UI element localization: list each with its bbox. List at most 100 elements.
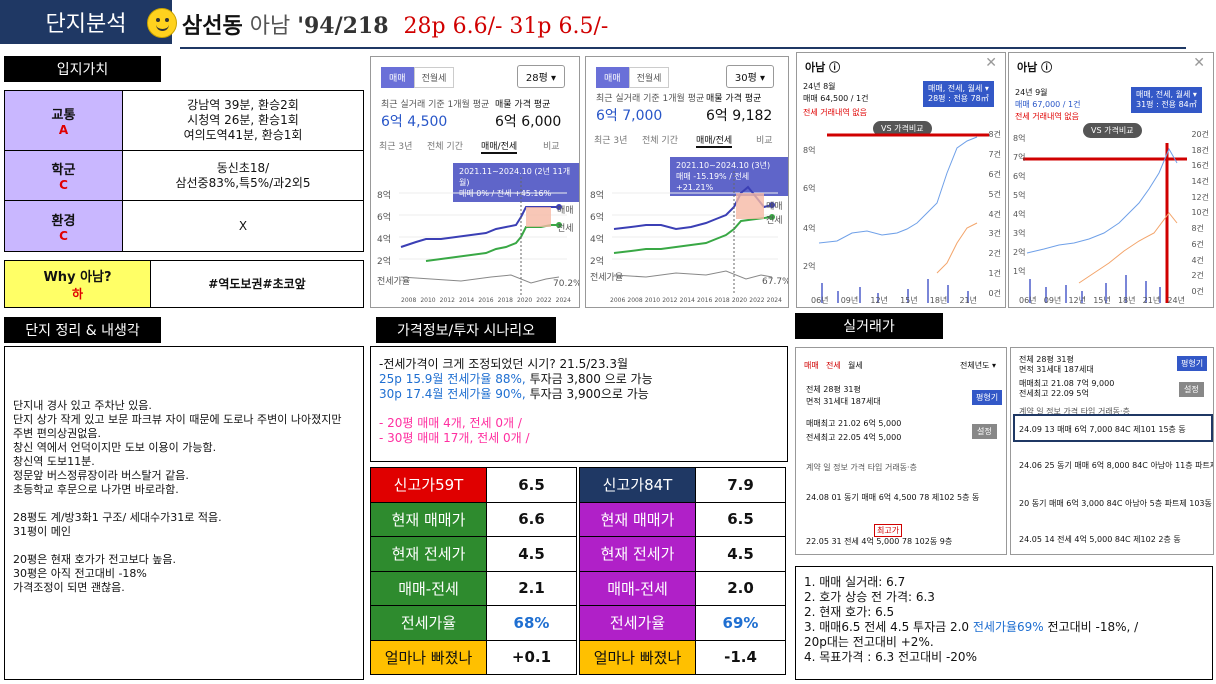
location-label: 교통 A	[5, 91, 123, 150]
sub-tab[interactable]: 비교	[543, 142, 560, 152]
price-table-59: 신고가59T 6.5 현재 매매가 6.6 현재 전세가 4.5 매매-전세 2.1 전세가율 6…	[370, 467, 577, 675]
area-row: 면적 31세대 187세대	[806, 397, 881, 406]
price-left: 6억 7,000	[596, 108, 663, 124]
y-label: 8억	[803, 146, 816, 155]
area-select[interactable]: 28평 ▾	[516, 65, 565, 88]
deal-info: 매매 67,000 / 1건	[1015, 100, 1081, 109]
y-label: 5억	[1013, 191, 1026, 200]
settings-button[interactable]: 설정	[1179, 382, 1204, 397]
history-28-screenshot: 아남 ⓘ ✕ 24년 8월 매매 64,500 / 1건 전세 거래내역 없음 …	[796, 52, 1006, 308]
header-divider	[180, 47, 1186, 49]
x-label: 12년	[870, 296, 888, 305]
close-icon[interactable]: ✕	[985, 55, 997, 71]
area-button[interactable]: 평형기	[1177, 356, 1208, 371]
scenario-line: - 20평 매매 4개, 전세 0개 /	[379, 416, 522, 430]
x-label: 24년	[1167, 296, 1185, 305]
x-label: 12년	[1068, 296, 1087, 305]
legend-sale: 매매	[557, 206, 574, 216]
realdeal-left: 매매 전세 월세 전체년도 ▾ 전체 28평 31평 면적 31세대 187세대…	[795, 347, 1007, 555]
table-row: 24.05 14 전세 4억 5,000 84C 제102 2층 동	[1019, 535, 1181, 544]
filter-badge[interactable]: 매매, 전세, 월세 ▾ 31평 : 전용 84㎡	[1131, 87, 1202, 113]
x-label: 2022	[536, 297, 552, 304]
area-select[interactable]: 30평 ▾	[725, 65, 774, 88]
table-row: 24.08 01 동기 매매 6억 4,500 78 제102 5층 동	[806, 493, 980, 502]
tab-jeonse[interactable]: 전세	[826, 361, 841, 370]
settings-button[interactable]: 설정	[972, 424, 997, 439]
scenario-line: 25p 15.9월 전세가율 88%, 투자금 3,800 으로 가능	[379, 372, 653, 386]
tab-jeonse[interactable]: 전월세	[628, 67, 670, 88]
filter-badge[interactable]: 매매, 전세, 월세 ▾ 28평 : 전용 78㎡	[923, 81, 994, 107]
price-label: 얼마나 빠졌나	[370, 639, 487, 675]
history-chart	[1023, 143, 1187, 303]
compare-button[interactable]: VS 가격비교	[873, 121, 932, 136]
tab-sale[interactable]: 매매	[804, 361, 819, 370]
tab-rent[interactable]: 월세	[848, 361, 863, 370]
deal-info: 매매 64,500 / 1건	[803, 94, 869, 103]
price-row: 얼마나 빠졌나 -1.4	[579, 639, 786, 675]
price-label: 매매-전세	[579, 570, 696, 606]
price-label: 현재 전세가	[579, 536, 696, 572]
x-label: 15년	[900, 296, 918, 305]
price-row: 전세가율 68%	[370, 605, 577, 641]
location-section-header: 입지가치	[4, 56, 161, 82]
sub-tab[interactable]: 최근 3년	[594, 136, 628, 146]
x-label: 2016	[478, 297, 494, 304]
memo-text: 단지내 경사 있고 주차난 있음. 단지 상가 작게 있고 보문 파크뷰 자이 …	[4, 346, 364, 680]
area-button[interactable]: 평형기	[972, 390, 1003, 405]
sale-label: 매물 가격 평균	[706, 94, 762, 104]
price-value: +0.1	[486, 639, 577, 675]
tab-sale[interactable]: 매매	[596, 67, 629, 88]
price-label: 매매-전세	[370, 570, 487, 606]
price-value: 2.0	[695, 570, 786, 606]
x-label: 06년	[811, 296, 829, 305]
y-label: 4억	[1013, 210, 1026, 219]
y-right-label: 14건	[1191, 177, 1209, 187]
sub-tab[interactable]: 매매/전세	[481, 139, 518, 154]
section-title: 단지분석	[0, 0, 172, 44]
price-row: 현재 전세가 4.5	[579, 536, 786, 572]
sub-tab[interactable]: 전체 기간	[427, 142, 463, 152]
sub-tab[interactable]: 전체 기간	[642, 136, 678, 146]
tooltip: 2021.10~2024.10 (3년) 매매 -15.19% / 전세 +21…	[670, 157, 788, 196]
y-right-label: 8건	[1191, 224, 1204, 234]
y-right-label: 0건	[1191, 286, 1204, 296]
y-right-label: 16건	[1191, 161, 1209, 171]
tab-jeonse[interactable]: 전월세	[413, 67, 455, 88]
summary-line: 1. 매매 실거래: 6.7	[804, 575, 906, 589]
x-label: 2018	[714, 297, 730, 304]
y-label: 2억	[803, 262, 816, 271]
period-select[interactable]: 전체년도 ▾	[960, 361, 996, 370]
ratio-label: 전세가율	[590, 273, 624, 283]
price-value: 6.6	[486, 501, 577, 537]
x-label: 2024	[766, 297, 782, 304]
summary-line: 4. 목표가격 : 6.3 전고대비 -20%	[804, 650, 977, 664]
sub-tab[interactable]: 비교	[756, 136, 773, 146]
y-right-label: 4건	[988, 209, 1001, 219]
y-label: 8억	[590, 191, 605, 201]
y-label: 4억	[377, 235, 392, 245]
tab-sale[interactable]: 매매	[381, 67, 414, 88]
y-label: 2억	[590, 257, 605, 267]
compare-button[interactable]: VS 가격비교	[1083, 123, 1142, 138]
scenario-line: - 30평 매매 17개, 전세 0개 /	[379, 431, 530, 445]
sub-tab[interactable]: 최근 3년	[379, 142, 413, 152]
price-value: 4.5	[486, 536, 577, 572]
location-row-environment: 환경 C X	[4, 200, 364, 252]
price-value: 6.5	[695, 501, 786, 537]
x-label: 2022	[749, 297, 765, 304]
sub-tab[interactable]: 매매/전세	[696, 133, 733, 148]
close-icon[interactable]: ✕	[1193, 55, 1205, 71]
x-label: 2006	[610, 297, 626, 304]
x-label: 2008	[627, 297, 643, 304]
y-label: 8억	[1013, 134, 1026, 143]
why-label: Why 아남? 하	[5, 261, 151, 307]
y-right-label: 10건	[1191, 208, 1209, 218]
legend-sale: 매매	[766, 202, 783, 212]
price-table-84: 신고가84T 7.9 현재 매매가 6.5 현재 전세가 4.5 매매-전세 2.0 전세가율 6…	[579, 467, 786, 675]
y-label: 3억	[1013, 229, 1026, 238]
x-label: 2012	[662, 297, 678, 304]
caption: 최근 실거래 기준 1개월 평균	[381, 100, 490, 110]
y-label: 8억	[377, 191, 392, 201]
price-chart	[399, 177, 567, 295]
y-right-label: 8건	[988, 130, 1001, 139]
